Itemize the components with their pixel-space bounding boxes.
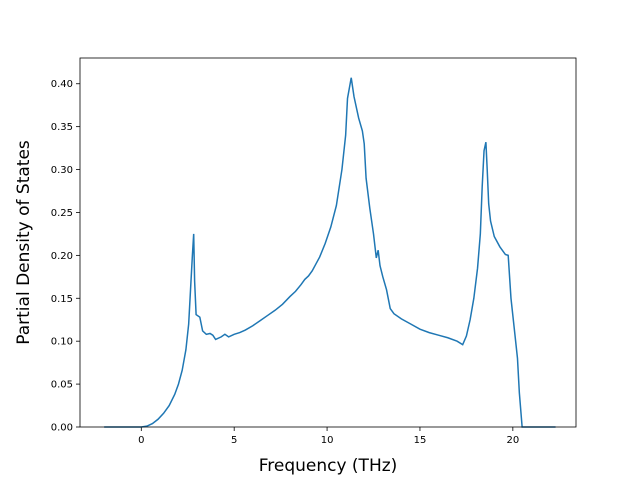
- pdos-series-line: [104, 77, 556, 428]
- axis-ticks: 0 5 10 15 20 0.00 0.05 0.10 0.15 0.20 0.25 0.30 0.35…: [51, 79, 519, 446]
- y-tick-label: 0.30: [51, 165, 73, 176]
- x-tick-label: 15: [414, 435, 427, 446]
- x-tick-label: 20: [506, 435, 519, 446]
- x-tick-label: 10: [321, 435, 334, 446]
- x-axis-label: Frequency (THz): [259, 456, 398, 476]
- x-tick-label: 0: [138, 435, 144, 446]
- y-axis-label: Partial Density of States: [14, 140, 34, 345]
- x-tick-label: 5: [231, 435, 237, 446]
- y-tick-label: 0.15: [51, 294, 73, 305]
- y-tick-label: 0.10: [51, 337, 73, 348]
- y-tick-label: 0.05: [51, 380, 73, 391]
- y-tick-label: 0.25: [51, 208, 73, 219]
- y-tick-label: 0.35: [51, 122, 73, 133]
- y-tick-label: 0.40: [51, 79, 73, 90]
- plot-frame: [79, 57, 577, 428]
- y-tick-label: 0.00: [51, 423, 73, 434]
- y-tick-label: 0.20: [51, 251, 73, 262]
